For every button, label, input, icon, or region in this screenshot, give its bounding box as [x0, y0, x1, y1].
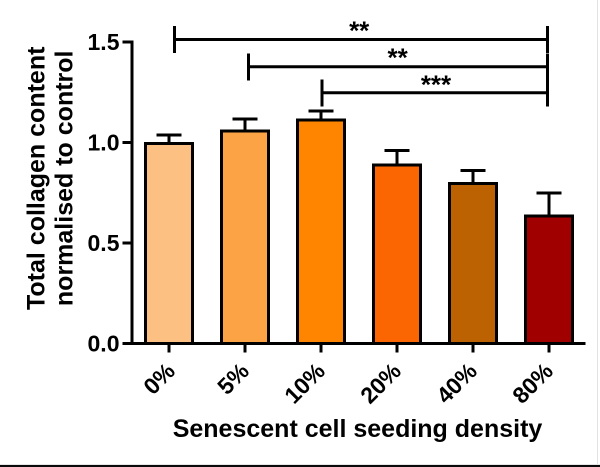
svg-text:normalised to control: normalised to control	[50, 51, 78, 307]
svg-text:***: ***	[421, 69, 452, 99]
svg-text:1.0: 1.0	[88, 130, 120, 156]
svg-text:**: **	[349, 15, 370, 45]
svg-text:0.0: 0.0	[88, 331, 120, 357]
svg-text:**: **	[387, 42, 408, 72]
svg-text:Senescent cell seeding density: Senescent cell seeding density	[173, 415, 543, 443]
svg-text:Total collagen content: Total collagen content	[23, 46, 51, 310]
svg-text:0.5: 0.5	[88, 230, 120, 256]
svg-text:1.5: 1.5	[88, 29, 120, 55]
